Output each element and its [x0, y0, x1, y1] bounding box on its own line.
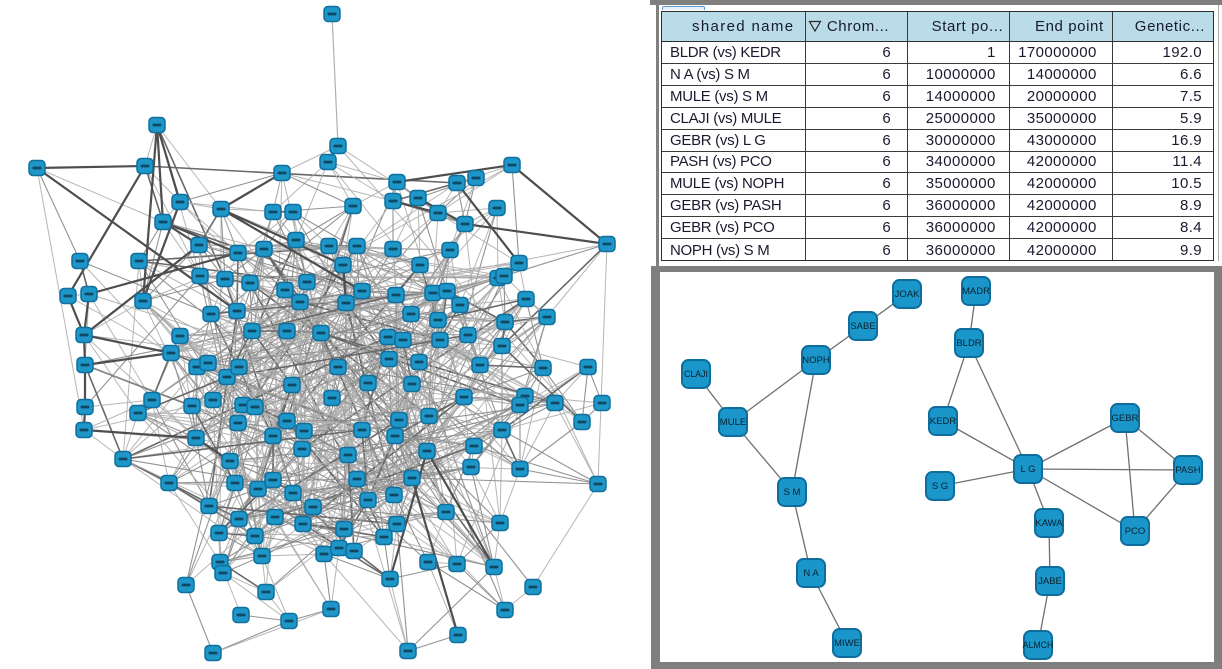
svg-text:PCO: PCO — [1125, 526, 1146, 537]
svg-text:S G: S G — [932, 481, 948, 492]
svg-text:PASH: PASH — [1175, 465, 1200, 476]
svg-text:MADR: MADR — [962, 286, 990, 297]
svg-text:MULE: MULE — [720, 417, 746, 428]
svg-text:MIWE: MIWE — [834, 638, 860, 649]
svg-text:JABE: JABE — [1038, 576, 1062, 587]
svg-text:N A: N A — [803, 568, 819, 579]
svg-text:BLDR: BLDR — [956, 338, 981, 349]
svg-text:S M: S M — [784, 487, 801, 498]
svg-text:CLAJI: CLAJI — [684, 369, 708, 379]
svg-text:NOPH: NOPH — [802, 355, 830, 366]
svg-text:KEDR: KEDR — [930, 416, 957, 427]
svg-text:GEBR: GEBR — [1112, 413, 1139, 424]
svg-text:SABE: SABE — [850, 321, 875, 332]
svg-text:ALMCH: ALMCH — [1023, 640, 1054, 650]
svg-text:KAWA: KAWA — [1035, 518, 1063, 529]
svg-text:L G: L G — [1021, 464, 1036, 475]
svg-text:JOAK: JOAK — [895, 289, 920, 300]
